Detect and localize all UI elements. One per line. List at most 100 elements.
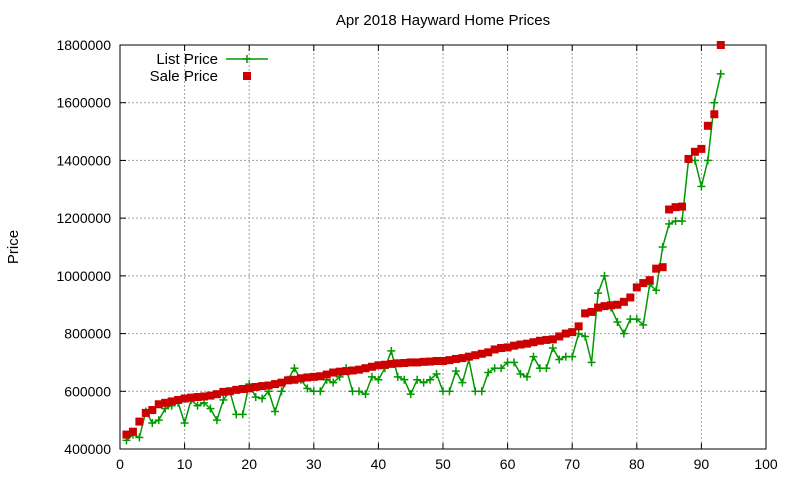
x-tick-label: 60 <box>500 456 516 472</box>
data-point <box>348 366 357 375</box>
data-point <box>497 364 506 373</box>
data-point <box>167 397 176 406</box>
data-point <box>128 427 137 436</box>
data-point <box>484 368 493 377</box>
legend-entry: Sale Price <box>150 68 251 85</box>
data-point <box>510 358 519 367</box>
legend-label: List Price <box>156 51 218 68</box>
data-point <box>445 356 454 365</box>
data-point <box>212 416 221 425</box>
data-point <box>251 382 260 391</box>
data-point <box>258 394 267 403</box>
data-point <box>510 341 519 350</box>
x-tick-label: 20 <box>241 456 257 472</box>
data-point <box>458 354 467 363</box>
data-point <box>271 407 280 416</box>
x-tick-label: 70 <box>564 456 580 472</box>
data-point <box>361 390 370 399</box>
data-point <box>374 361 383 370</box>
data-point <box>600 271 609 280</box>
data-point <box>141 408 150 417</box>
data-point <box>542 335 551 344</box>
data-point <box>400 375 409 384</box>
legend-entry: List Price <box>156 51 268 68</box>
data-point <box>451 354 460 363</box>
data-point <box>639 279 648 288</box>
data-point <box>271 380 280 389</box>
data-point <box>316 372 325 381</box>
data-point <box>445 387 454 396</box>
data-point <box>393 372 402 381</box>
data-point <box>335 367 344 376</box>
data-point <box>419 378 428 387</box>
data-point <box>665 205 674 214</box>
data-point <box>225 387 234 396</box>
data-point <box>432 369 441 378</box>
chart-title: Apr 2018 Hayward Home Prices <box>336 12 550 29</box>
x-tick-label: 40 <box>371 456 387 472</box>
data-point <box>439 356 447 365</box>
data-point <box>548 335 557 344</box>
data-point <box>658 263 667 272</box>
data-point <box>568 352 577 361</box>
data-point <box>619 297 628 306</box>
data-point <box>632 315 641 324</box>
data-point <box>367 362 376 371</box>
data-point <box>484 348 493 357</box>
data-point <box>451 367 460 376</box>
data-point <box>503 343 512 352</box>
data-point <box>174 395 183 404</box>
data-point <box>626 293 635 302</box>
data-point <box>516 340 525 349</box>
data-point <box>458 378 467 387</box>
data-point <box>710 110 719 119</box>
x-tick-label: 80 <box>629 456 645 472</box>
data-point <box>594 289 603 298</box>
data-point <box>671 203 680 212</box>
data-point <box>283 376 292 385</box>
data-point <box>361 364 370 373</box>
data-point <box>122 430 131 439</box>
data-point <box>206 391 215 400</box>
data-point <box>316 387 325 396</box>
data-point <box>619 329 628 338</box>
data-point <box>703 121 712 130</box>
axis-ticks: 0 10 20 30 40 50 60 70 80 90 100 400000 600000 800000… <box>56 37 777 472</box>
data-point <box>632 283 641 292</box>
data-point <box>477 349 486 358</box>
data-point <box>148 419 157 428</box>
data-point <box>329 368 338 377</box>
data-point <box>690 147 699 156</box>
data-point <box>678 217 687 226</box>
data-point <box>393 359 402 368</box>
data-point <box>187 393 196 402</box>
data-point <box>135 417 144 426</box>
y-tick-label: 1000000 <box>56 268 111 284</box>
data-point <box>716 69 725 78</box>
x-tick-label: 0 <box>116 456 124 472</box>
data-point <box>581 309 590 318</box>
data-point <box>710 98 719 107</box>
data-point <box>522 339 531 348</box>
data-point <box>522 372 531 381</box>
data-point <box>497 344 506 352</box>
data-point <box>161 398 170 407</box>
data-point <box>329 378 338 387</box>
data-point <box>697 182 706 191</box>
data-point <box>613 300 622 309</box>
x-tick-label: 50 <box>435 456 451 472</box>
data-point <box>574 322 583 331</box>
x-tick-label: 10 <box>177 456 193 472</box>
data-point <box>432 356 441 365</box>
data-point <box>238 410 247 419</box>
x-tick-label: 90 <box>694 456 710 472</box>
data-point <box>219 395 228 404</box>
data-point <box>406 358 415 367</box>
data-point <box>219 387 228 396</box>
data-point <box>367 372 376 381</box>
series-list-price <box>122 69 725 445</box>
data-point <box>135 433 144 442</box>
data-point <box>232 385 241 394</box>
data-point <box>322 370 331 379</box>
